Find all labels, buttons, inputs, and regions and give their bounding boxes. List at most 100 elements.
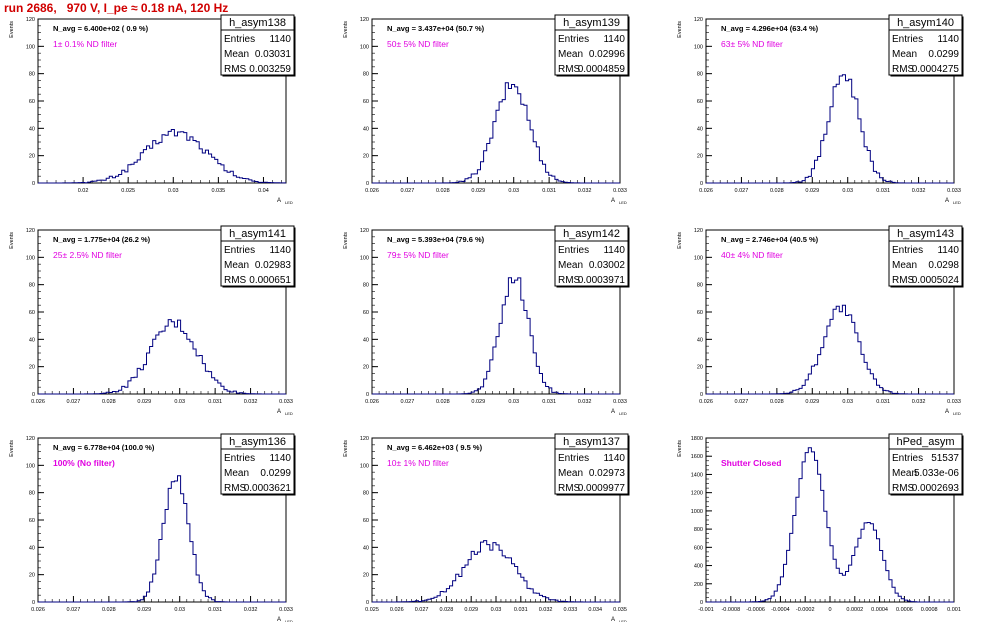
stats-value: 0.0003621 <box>244 483 292 494</box>
histogram-line <box>706 304 954 395</box>
navg-label: N_avg = 3.437e+04 (50.7 %) <box>387 24 485 33</box>
y-axis-title: Events <box>9 232 15 249</box>
stats-value: 0.0003971 <box>578 275 626 286</box>
stats-value: 0.0005024 <box>912 275 960 286</box>
filter-label: 63± 5% ND filter <box>721 39 783 49</box>
stats-box <box>554 433 629 495</box>
y-tick-label: 20 <box>363 365 369 371</box>
y-tick-label: 120 <box>26 228 35 234</box>
x-tick-label: 0.027 <box>735 399 749 405</box>
y-tick-label: 0 <box>366 600 369 606</box>
stats-label: RMS <box>558 275 581 286</box>
x-axis-title: A <box>277 409 281 415</box>
y-tick-label: 20 <box>29 365 35 371</box>
stats-box <box>220 433 295 495</box>
stats-box <box>220 225 295 287</box>
x-tick-label: 0.029 <box>805 399 819 405</box>
y-tick-label: 0 <box>700 600 703 606</box>
y-tick-label: 120 <box>360 228 369 234</box>
x-axis-title: A <box>611 617 615 622</box>
y-tick-label: 80 <box>697 283 703 289</box>
x-tick-label: 0.033 <box>279 399 293 405</box>
x-tick-label: 0.027 <box>401 399 415 405</box>
histogram-line <box>38 129 286 184</box>
y-tick-label: 80 <box>29 283 35 289</box>
x-axis-title: A <box>945 198 949 204</box>
stats-box <box>220 14 295 76</box>
x-tick-label: 0.027 <box>67 607 81 613</box>
filter-label: 10± 1% ND filter <box>387 458 449 468</box>
stats-value: 0.0004275 <box>912 64 960 75</box>
stats-label: Mean <box>558 260 583 271</box>
stats-label: RMS <box>892 64 915 75</box>
x-tick-label: 0.029 <box>137 607 151 613</box>
x-tick-label: 0.029 <box>471 188 485 194</box>
y-axis-title: Events <box>677 440 683 457</box>
x-tick-label: 0.03 <box>491 607 502 613</box>
stats-value: 0.02983 <box>255 260 292 271</box>
x-tick-label: 0.033 <box>613 188 627 194</box>
y-tick-label: 40 <box>363 126 369 132</box>
x-tick-label: -0.001 <box>698 607 714 613</box>
histogram-pad-h_asym136: 0 20 40 60 80 100 120 0.026 0.027 0.028 0.029 0.03 0… <box>9 433 296 622</box>
y-tick-label: 1600 <box>691 454 703 460</box>
x-tick-label: -0.0006 <box>746 607 765 613</box>
x-tick-label: 0.031 <box>876 399 890 405</box>
x-tick-label: 0.035 <box>613 607 627 613</box>
stats-value: 0.02996 <box>589 49 626 60</box>
y-tick-label: 100 <box>694 44 703 50</box>
y-tick-label: 20 <box>697 365 703 371</box>
stats-label: Entries <box>892 245 923 256</box>
x-tick-label: 0.0004 <box>871 607 888 613</box>
x-axis-title: A <box>277 617 281 622</box>
y-tick-label: 80 <box>363 491 369 497</box>
y-tick-label: 40 <box>697 126 703 132</box>
y-tick-label: 60 <box>363 99 369 105</box>
x-tick-label: 0.0006 <box>896 607 913 613</box>
x-tick-label: 0.029 <box>471 399 485 405</box>
x-tick-label: 0.028 <box>102 399 116 405</box>
x-axis-title-subscript: LED <box>285 200 293 205</box>
y-tick-label: 0 <box>366 392 369 398</box>
y-tick-label: 60 <box>363 518 369 524</box>
stats-value: 1140 <box>937 34 959 45</box>
y-tick-label: 0 <box>32 392 35 398</box>
stats-value: 0.02973 <box>589 468 626 479</box>
x-tick-label: 0.033 <box>613 399 627 405</box>
x-tick-label: 0.028 <box>436 399 450 405</box>
y-tick-label: 1400 <box>691 472 703 478</box>
stats-label: Mean <box>892 49 917 60</box>
x-axis-title-subscript: LED <box>619 411 627 416</box>
y-tick-label: 120 <box>360 436 369 442</box>
y-tick-label: 80 <box>363 283 369 289</box>
stats-value: 0.0299 <box>928 49 959 60</box>
x-tick-label: 0.027 <box>735 188 749 194</box>
x-tick-label: 0.04 <box>258 188 269 194</box>
stats-value: 51537 <box>931 453 959 464</box>
stats-label: Entries <box>558 245 589 256</box>
stats-label: Mean <box>224 49 249 60</box>
stats-label: Mean <box>558 468 583 479</box>
x-tick-label: 0.032 <box>912 188 926 194</box>
filter-label: 1± 0.1% ND filter <box>53 39 117 49</box>
navg-label: N_avg = 2.746e+04 (40.5 %) <box>721 235 819 244</box>
x-tick-label: 0.031 <box>208 607 222 613</box>
x-tick-label: -0.0008 <box>721 607 740 613</box>
y-tick-label: 200 <box>694 582 703 588</box>
stats-value: 1140 <box>269 34 291 45</box>
x-tick-label: 0.032 <box>912 399 926 405</box>
histogram-line <box>706 74 954 184</box>
x-tick-label: 0.03 <box>168 188 179 194</box>
x-tick-label: 0.026 <box>31 607 45 613</box>
filter-label: 40± 4% ND filter <box>721 250 783 260</box>
x-tick-label: 0.028 <box>770 399 784 405</box>
histogram-line <box>372 277 620 395</box>
x-tick-label: 0.028 <box>436 188 450 194</box>
x-tick-label: 0.026 <box>699 399 713 405</box>
y-tick-label: 1000 <box>691 509 703 515</box>
x-tick-label: 0.032 <box>539 607 553 613</box>
navg-label: N_avg = 5.393e+04 (79.6 %) <box>387 235 485 244</box>
x-tick-label: 0.032 <box>244 607 258 613</box>
